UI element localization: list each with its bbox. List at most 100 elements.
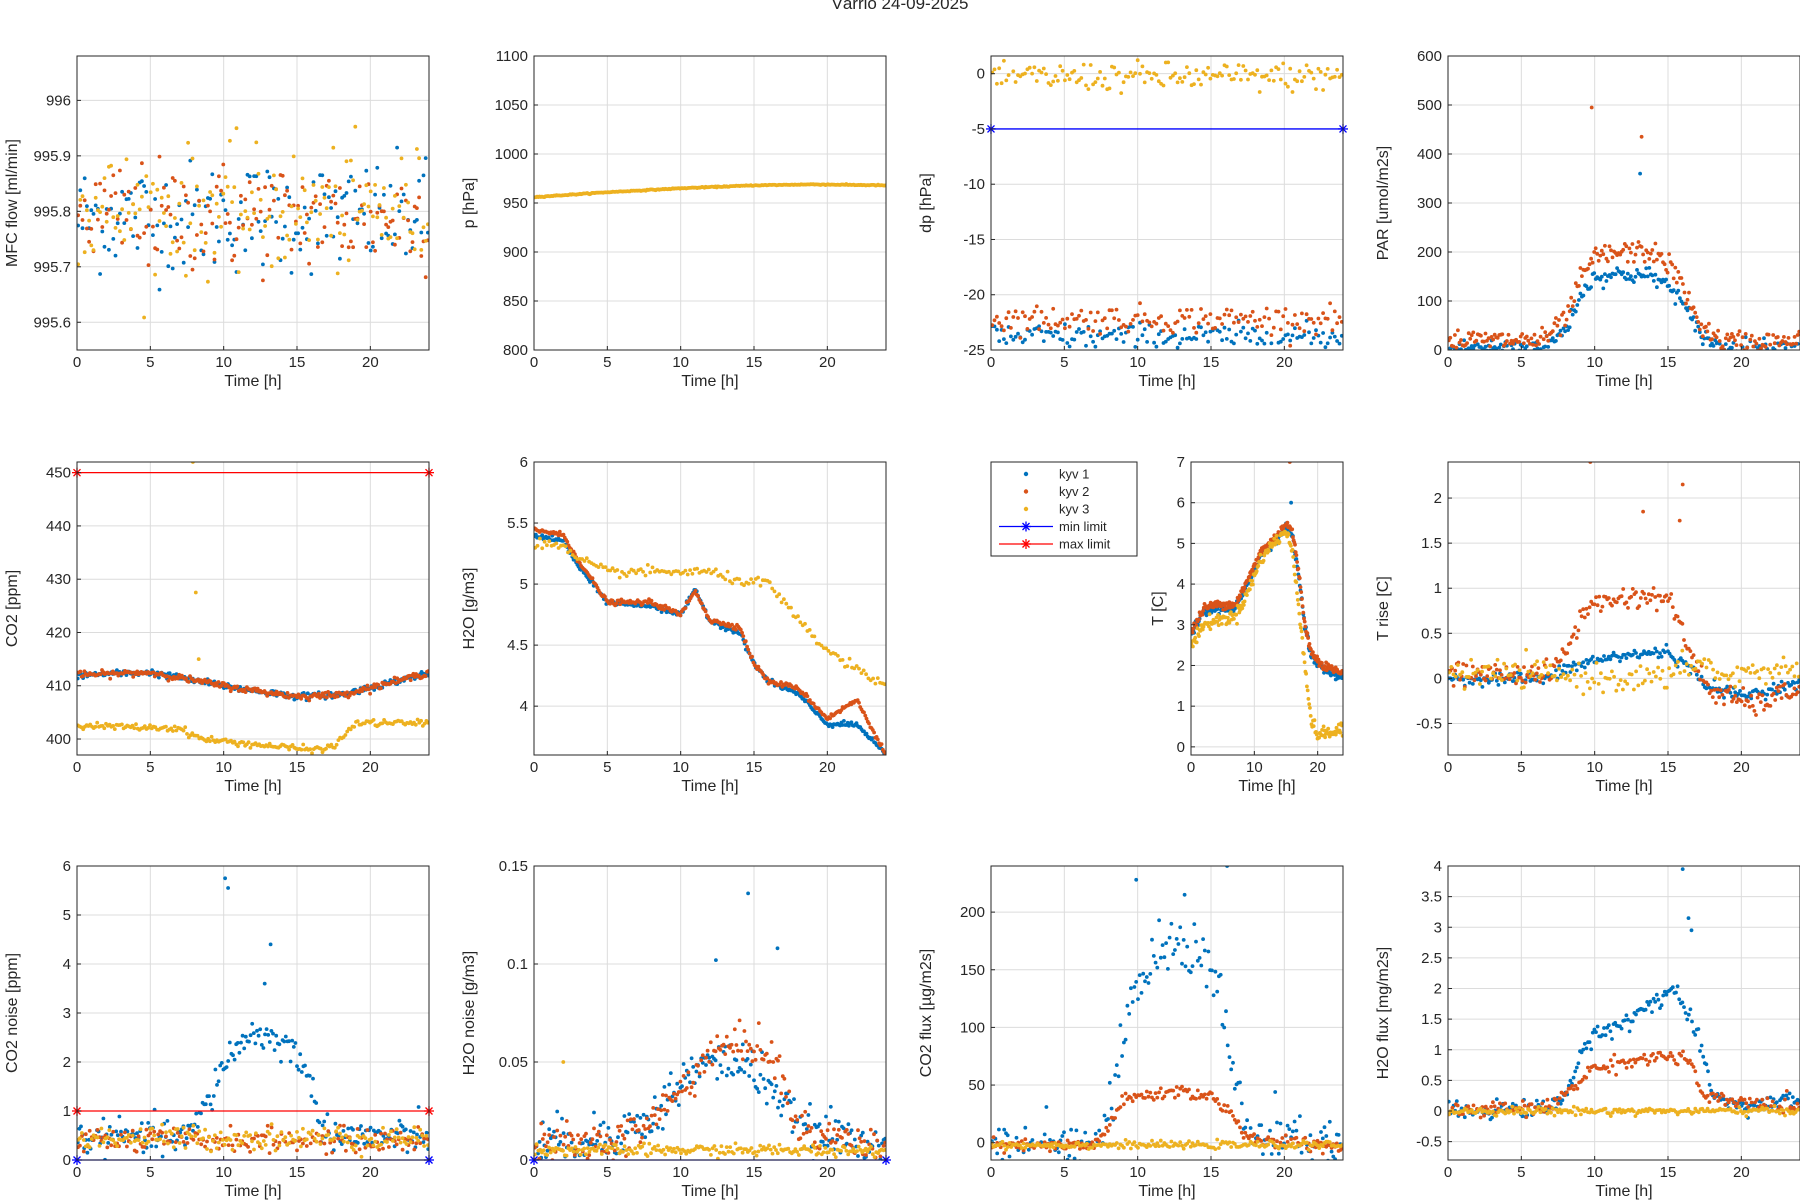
data-point-kyv1: [300, 225, 305, 230]
data-point-kyv1: [1602, 654, 1606, 658]
x-tick-label: 15: [289, 759, 306, 776]
data-point-kyv2: [206, 203, 210, 208]
data-point-kyv3: [338, 231, 342, 236]
data-point-kyv2: [1483, 678, 1488, 683]
data-point-kyv3: [1316, 66, 1321, 71]
data-point-kyv3: [584, 556, 589, 561]
data-point-kyv1: [1647, 266, 1652, 270]
data-point-kyv1: [1772, 347, 1777, 350]
data-point-kyv1: [1535, 346, 1540, 350]
data-point-kyv1: [1667, 651, 1672, 656]
data-point-kyv3: [1656, 665, 1660, 670]
data-point-kyv2: [1253, 562, 1258, 566]
data-point-kyv2: [1658, 593, 1662, 598]
data-point-kyv1: [359, 1124, 363, 1128]
data-point-kyv3: [142, 724, 147, 729]
data-point-kyv3: [1517, 668, 1522, 672]
data-point-kyv2: [1693, 310, 1698, 315]
data-point-kyv3: [1312, 718, 1317, 723]
data-point-kyv1: [1713, 338, 1717, 343]
data-point-kyv1: [111, 237, 116, 241]
data-point-kyv2: [1451, 684, 1456, 688]
data-point-kyv3: [1107, 86, 1112, 91]
data-point-kyv1: [79, 1124, 83, 1129]
data-point-kyv2: [190, 267, 195, 272]
data-point-kyv2: [1191, 630, 1195, 635]
data-point-kyv3: [1302, 75, 1307, 79]
data-point-kyv2: [1641, 509, 1645, 514]
data-point-kyv3: [1618, 678, 1623, 682]
data-point-kyv1: [1659, 654, 1664, 659]
data-point-kyv3: [854, 664, 859, 668]
data-point-kyv3: [1305, 684, 1309, 689]
data-point-kyv2: [1283, 307, 1288, 311]
data-point-kyv3: [1467, 675, 1471, 679]
data-point-kyv2: [828, 716, 832, 721]
data-point-kyv3: [1572, 672, 1577, 677]
data-point-kyv1: [1560, 669, 1565, 673]
data-point-kyv3: [1794, 661, 1799, 666]
data-point-kyv1: [307, 1073, 312, 1078]
data-point-kyv2: [1720, 344, 1725, 349]
axes-box: [990, 55, 1344, 351]
data-point-kyv2: [1332, 309, 1337, 314]
x-tick-label: 5: [146, 759, 154, 776]
data-point-kyv3: [388, 235, 393, 240]
data-point-kyv1: [1630, 652, 1635, 657]
data-point-kyv1: [421, 1140, 426, 1144]
data-point-kyv1: [1293, 326, 1297, 331]
data-point-kyv3: [349, 158, 353, 163]
data-point-kyv2: [98, 181, 102, 186]
data-point-kyv3: [1792, 674, 1797, 679]
data-point-kyv2: [1220, 322, 1224, 326]
data-point-kyv2: [1546, 338, 1551, 343]
data-point-kyv3: [634, 571, 638, 576]
data-point-kyv1: [1653, 272, 1658, 277]
data-point-kyv3: [132, 726, 137, 731]
data-point-kyv2: [1468, 336, 1473, 341]
data-point-kyv3: [756, 575, 760, 580]
data-point-kyv3: [995, 81, 999, 86]
data-point-kyv3: [201, 198, 206, 203]
data-point-kyv3: [608, 568, 613, 573]
data-point-kyv3: [1682, 669, 1687, 673]
data-point-kyv3: [417, 156, 421, 161]
data-point-kyv1: [1112, 328, 1117, 333]
data-point-kyv1: [173, 235, 177, 240]
data-point-kyv1: [1524, 344, 1529, 349]
y-tick-label: -10: [963, 176, 985, 193]
data-point-kyv1: [1530, 353, 1534, 357]
data-point-kyv3: [1596, 682, 1601, 686]
data-point-kyv2: [1222, 312, 1227, 317]
data-point-kyv3: [166, 194, 171, 199]
data-point-kyv1: [1616, 655, 1621, 659]
data-point-kyv3: [1196, 77, 1201, 82]
data-point-kyv3: [1599, 671, 1603, 676]
data-point-kyv3: [1226, 615, 1230, 620]
data-point-kyv1: [371, 244, 375, 249]
data-point-kyv2: [1687, 290, 1691, 295]
data-point-kyv3: [669, 572, 674, 577]
data-point-kyv1: [85, 204, 89, 209]
data-point-kyv1: [388, 183, 393, 188]
data-point-kyv3: [1325, 67, 1330, 71]
data-point-kyv3: [1559, 675, 1564, 679]
data-point-kyv3: [219, 224, 224, 229]
data-point-kyv1: [243, 1034, 248, 1039]
data-point-kyv3: [1309, 70, 1314, 75]
data-point-kyv3: [1614, 688, 1619, 693]
data-point-kyv1: [1110, 331, 1114, 336]
x-tick-label: 0: [530, 354, 538, 371]
data-point-kyv2: [1665, 270, 1670, 275]
data-point-kyv2: [82, 198, 87, 203]
data-point-kyv2: [1624, 600, 1629, 605]
data-point-kyv3: [137, 207, 142, 212]
data-point-kyv3: [1281, 61, 1286, 66]
data-point-kyv3: [1219, 622, 1224, 626]
data-point-kyv1: [426, 1147, 429, 1151]
x-tick-label: 20: [1733, 759, 1750, 776]
data-point-kyv1: [1131, 325, 1135, 329]
data-point-kyv2: [1734, 700, 1739, 704]
data-point-kyv2: [234, 1137, 239, 1142]
data-point-kyv2: [1634, 590, 1638, 595]
